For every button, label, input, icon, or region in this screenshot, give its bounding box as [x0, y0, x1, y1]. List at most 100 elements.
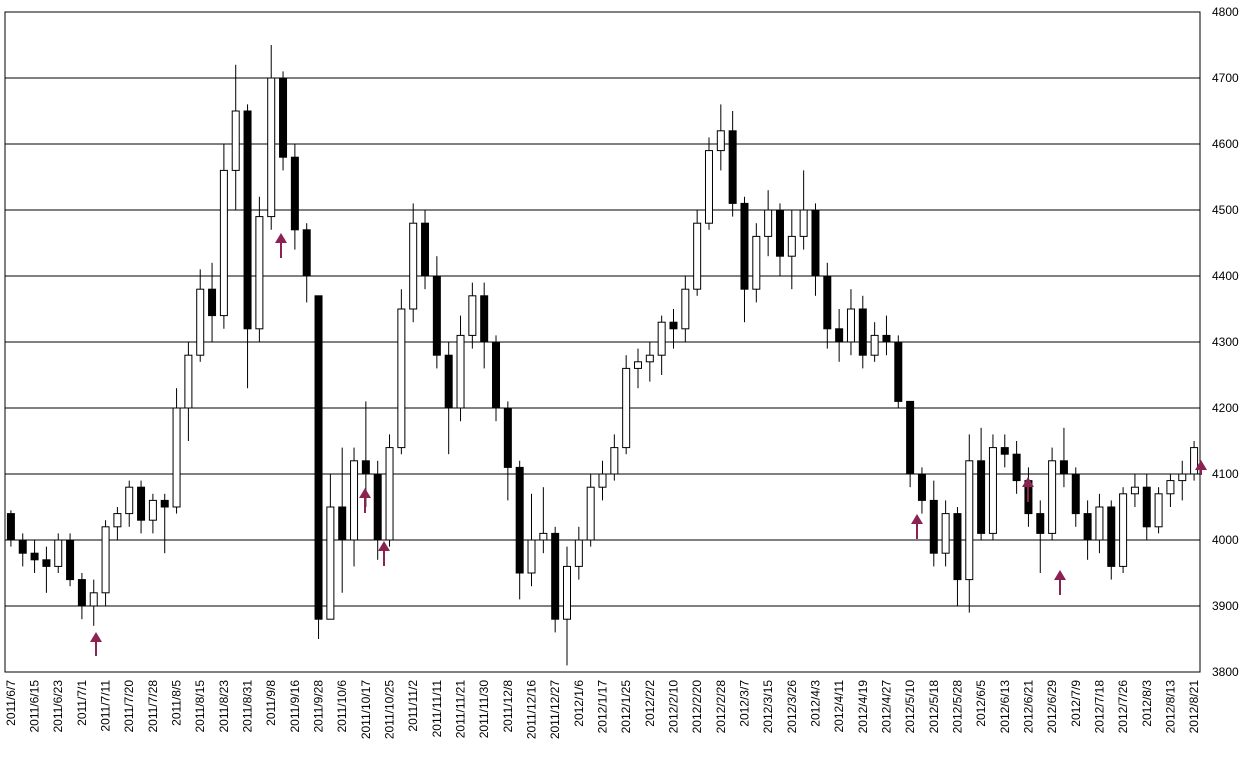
- candle-body: [480, 295, 489, 343]
- candle-body: [835, 328, 844, 343]
- x-tick-label: 2011/11/21: [454, 680, 468, 739]
- x-tick-label: 2011/7/11: [99, 680, 113, 732]
- candle-body: [527, 539, 536, 574]
- candle-body: [137, 486, 146, 521]
- y-tick-label: 3900: [1212, 599, 1239, 613]
- candle-body: [1178, 473, 1187, 482]
- candle-body: [444, 354, 453, 409]
- candle-body: [503, 407, 512, 468]
- candle-body: [977, 460, 986, 534]
- x-tick-label: 2012/2/28: [714, 680, 728, 734]
- y-tick-label: 4500: [1212, 203, 1239, 217]
- x-tick-label: 2011/6/23: [51, 680, 65, 733]
- x-tick-label: 2012/6/29: [1045, 680, 1059, 734]
- arrow-head: [1195, 460, 1207, 470]
- candle-body: [1012, 453, 1021, 482]
- candle-body: [882, 334, 891, 343]
- candle-body: [101, 526, 110, 594]
- candle-body: [906, 400, 915, 475]
- candle-body: [421, 222, 430, 277]
- x-tick-label: 2012/7/26: [1116, 680, 1130, 734]
- candle-body: [563, 565, 572, 620]
- candle-body: [77, 579, 86, 607]
- x-tick-label: 2011/10/6: [335, 680, 349, 733]
- x-tick-label: 2011/12/16: [525, 680, 539, 739]
- y-tick-label: 4800: [1212, 5, 1239, 19]
- x-tick-label: 2012/6/21: [1021, 680, 1035, 734]
- x-tick-label: 2011/12/8: [501, 680, 515, 733]
- x-tick-label: 2012/8/21: [1187, 680, 1201, 734]
- candle-body: [645, 354, 654, 363]
- x-tick-label: 2011/7/1: [75, 680, 89, 726]
- y-tick-label: 3800: [1212, 665, 1239, 679]
- candle-body: [764, 209, 773, 237]
- candle-body: [693, 222, 702, 290]
- x-tick-label: 2011/11/11: [430, 680, 444, 738]
- candle-body: [66, 539, 75, 581]
- x-tick-label: 2011/6/7: [4, 680, 18, 726]
- x-tick-label: 2011/8/15: [193, 680, 207, 733]
- candle-body: [267, 77, 276, 218]
- candle-body: [752, 235, 761, 290]
- candle-body: [1119, 493, 1128, 567]
- candle-body: [657, 321, 666, 356]
- candle-body: [409, 222, 418, 310]
- candle-body: [551, 532, 560, 620]
- x-tick-label: 2011/7/20: [122, 680, 136, 733]
- candle-body: [1142, 486, 1151, 528]
- x-tick-label: 2011/11/2: [406, 680, 420, 732]
- x-tick-label: 2012/3/26: [785, 680, 799, 734]
- candle-body: [255, 216, 264, 330]
- candle-body: [314, 295, 323, 620]
- x-tick-label: 2012/2/10: [666, 680, 680, 734]
- arrow-head: [378, 541, 390, 551]
- candle-body: [160, 499, 169, 508]
- x-tick-label: 2012/7/9: [1069, 680, 1083, 727]
- candle-body: [811, 209, 820, 277]
- candle-body: [290, 156, 299, 231]
- x-tick-label: 2012/5/10: [903, 680, 917, 734]
- x-tick-label: 2012/5/18: [927, 680, 941, 734]
- candle-body: [1048, 460, 1057, 534]
- candle-body: [1190, 447, 1199, 475]
- candle-body: [456, 334, 465, 409]
- y-tick-label: 4000: [1212, 533, 1239, 547]
- x-tick-label: 2012/4/19: [856, 680, 870, 734]
- candle-body: [740, 202, 749, 290]
- candle-body: [326, 506, 335, 620]
- x-tick-label: 2012/2/20: [690, 680, 704, 734]
- candle-body: [858, 308, 867, 356]
- candle-body: [148, 499, 157, 521]
- candle-body: [716, 130, 725, 152]
- x-tick-label: 2011/12/27: [548, 680, 562, 739]
- candle-body: [917, 473, 926, 501]
- candle-body: [219, 169, 228, 317]
- x-tick-label: 2012/7/18: [1092, 680, 1106, 734]
- candle-body: [1154, 493, 1163, 528]
- x-tick-label: 2011/8/23: [217, 680, 231, 733]
- candle-body: [231, 110, 240, 171]
- candle-body: [574, 539, 583, 567]
- candle-body: [18, 539, 27, 554]
- x-tick-label: 2011/9/28: [312, 680, 326, 733]
- candle-body: [30, 552, 39, 561]
- x-tick-label: 2012/6/13: [998, 680, 1012, 734]
- x-tick-label: 2012/3/7: [737, 680, 751, 727]
- x-tick-label: 2011/10/17: [359, 680, 373, 739]
- x-tick-label: 2011/9/8: [264, 680, 278, 726]
- candle-body: [870, 334, 879, 356]
- x-tick-label: 2012/8/3: [1140, 680, 1154, 727]
- y-tick-label: 4700: [1212, 71, 1239, 85]
- candle-body: [1059, 460, 1068, 475]
- candle-body: [89, 592, 98, 607]
- candle-body: [775, 209, 784, 257]
- candle-body: [113, 513, 122, 528]
- candle-body: [338, 506, 347, 541]
- x-tick-label: 2012/5/28: [950, 680, 964, 734]
- x-tick-label: 2012/1/17: [596, 680, 610, 734]
- candle-body: [823, 275, 832, 330]
- candle-body: [965, 460, 974, 581]
- candle-body: [6, 513, 15, 541]
- x-tick-label: 2012/3/15: [761, 680, 775, 734]
- y-tick-label: 4100: [1212, 467, 1239, 481]
